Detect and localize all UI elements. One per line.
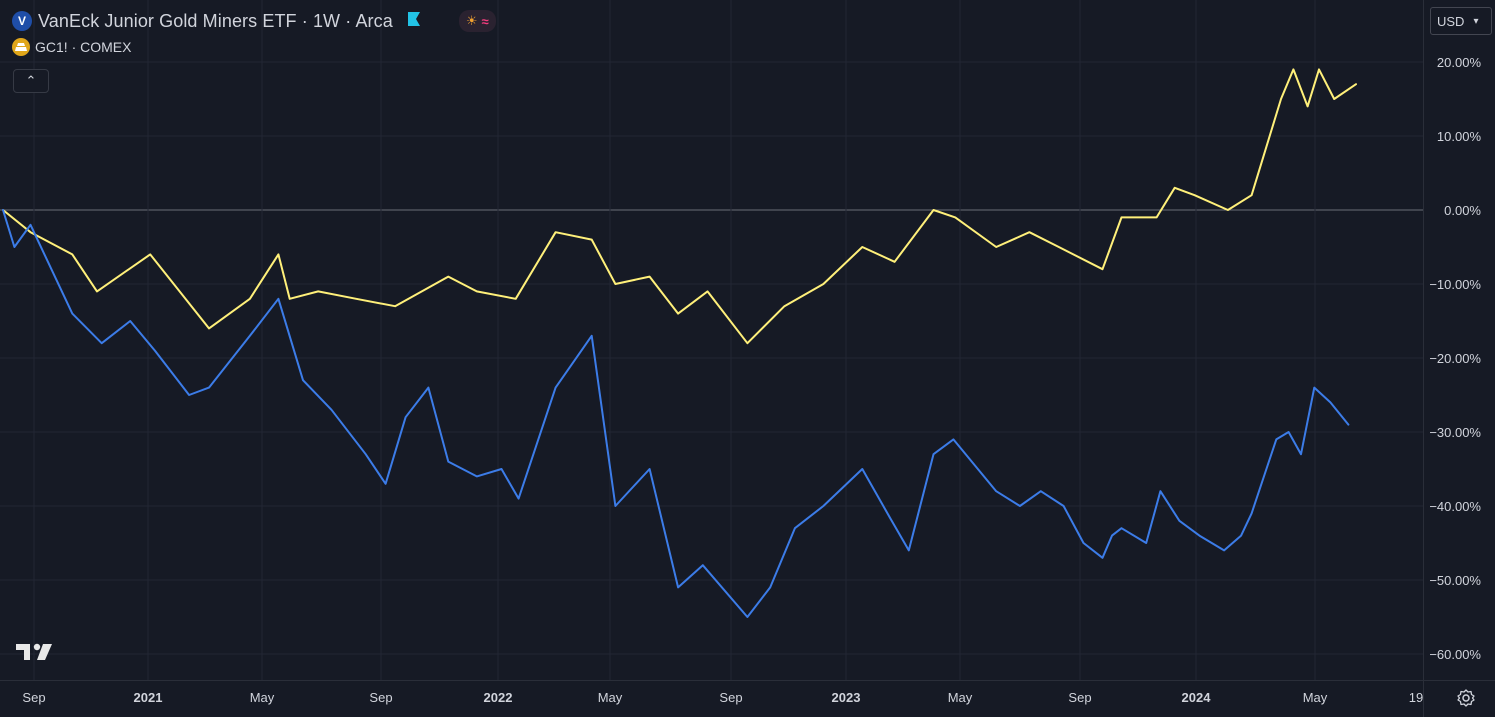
- approx-icon: ≈: [481, 13, 489, 29]
- grid-lines: [0, 0, 1423, 680]
- currency-label: USD: [1437, 13, 1465, 29]
- tradingview-logo-icon[interactable]: [16, 642, 56, 667]
- flag-icon[interactable]: [407, 11, 421, 32]
- chevron-up-icon: ⌃: [25, 73, 37, 88]
- chevron-down-icon: ▾: [1473, 15, 1479, 27]
- gold-bars-icon: [12, 38, 30, 56]
- y-tick-label: −40.00%: [1429, 499, 1481, 514]
- settings-gear-icon[interactable]: [1456, 688, 1476, 713]
- main-symbol-title[interactable]: VanEck Junior Gold Miners ETF · 1W · Arc…: [38, 10, 393, 31]
- x-tick-label: 2024: [1182, 690, 1212, 705]
- x-tick-label: Sep: [369, 690, 392, 705]
- y-tick-label: −10.00%: [1429, 277, 1481, 292]
- y-tick-label: −30.00%: [1429, 425, 1481, 440]
- collapse-legend-button[interactable]: ⌃: [13, 69, 49, 93]
- x-tick-label: Sep: [22, 690, 45, 705]
- x-tick-label: 2023: [832, 690, 861, 705]
- compare-symbol-legend[interactable]: GC1! · COMEX: [12, 34, 496, 60]
- vaneck-logo-icon: V: [12, 11, 32, 31]
- series-lines: [2, 68, 1357, 618]
- y-tick-label: −20.00%: [1429, 351, 1481, 366]
- compare-symbol-title[interactable]: GC1! · COMEX: [35, 39, 132, 55]
- chart-legend: V VanEck Junior Gold Miners ETF · 1W · A…: [12, 8, 496, 60]
- currency-selector[interactable]: USD ▾: [1430, 7, 1492, 35]
- y-tick-label: 0.00%: [1444, 203, 1481, 218]
- sun-icon: ☀: [465, 13, 478, 28]
- time-scale[interactable]: Sep 2021 May Sep 2022 May Sep 2023 May Sep 2024 May…: [0, 680, 1495, 706]
- x-tick-label: May: [1303, 690, 1328, 705]
- x-tick-label: 19: [1409, 690, 1423, 705]
- market-session-badge[interactable]: ☀ ≈: [458, 10, 496, 32]
- y-tick-label: −60.00%: [1429, 647, 1481, 662]
- y-tick-label: −50.00%: [1429, 573, 1481, 588]
- y-tick-label: 20.00%: [1437, 55, 1482, 70]
- x-tick-label: May: [250, 690, 275, 705]
- series-line-gdxj[interactable]: [2, 209, 1350, 618]
- x-tick-label: May: [948, 690, 973, 705]
- price-scale[interactable]: 20.00% 10.00% 0.00% −10.00% −20.00% −30.00% −4…: [1423, 0, 1482, 717]
- x-tick-label: May: [598, 690, 623, 705]
- x-tick-label: 2022: [484, 690, 513, 705]
- x-tick-label: Sep: [719, 690, 742, 705]
- main-symbol-legend[interactable]: V VanEck Junior Gold Miners ETF · 1W · A…: [12, 8, 496, 34]
- x-tick-label: Sep: [1068, 690, 1091, 705]
- series-line-gc1[interactable]: [2, 68, 1357, 345]
- y-tick-label: 10.00%: [1437, 129, 1482, 144]
- x-tick-label: 2021: [134, 690, 163, 705]
